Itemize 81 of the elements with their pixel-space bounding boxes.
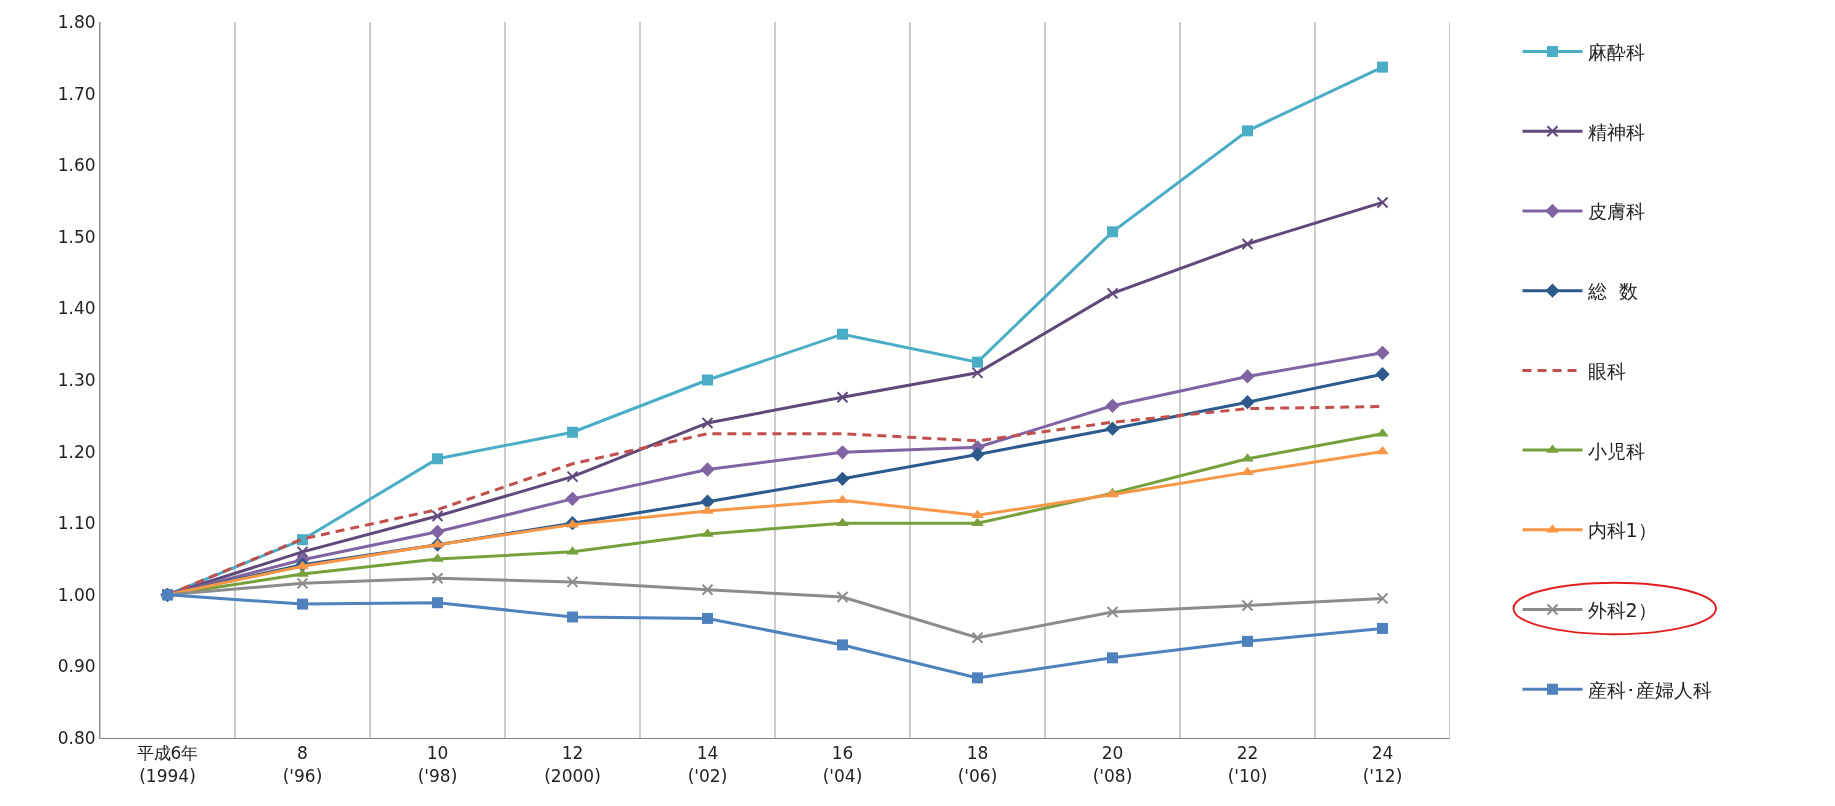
point [836,391,849,404]
legend-label: 眼科 [1587,359,1626,382]
point [700,494,715,509]
point [566,470,579,483]
x-tick-label: 14 ('02) [687,743,728,786]
legend-label: 麻酔科 [1587,41,1645,63]
point [1375,345,1390,360]
legend-label: 小児科 [1587,439,1645,462]
point [1377,61,1388,73]
legend-label: 外科2） [1587,598,1657,621]
y-tick-label: 0.90 [57,656,96,677]
x-tick-label: 平成6年 (1994) [136,743,199,786]
point [1240,369,1255,384]
point [972,672,983,684]
point [835,445,850,460]
point [566,575,579,588]
point [565,491,580,507]
point [296,545,309,558]
x-tick-label: 20 ('08) [1092,743,1133,786]
y-tick-label: 1.20 [57,441,96,462]
point [1105,421,1120,436]
point [837,639,848,651]
point [1242,635,1253,647]
legend-label: 皮膚科 [1587,200,1645,223]
point [702,612,713,624]
point [971,509,984,519]
point [971,631,984,644]
point [430,524,445,539]
point [700,462,715,477]
point [1377,622,1388,634]
point [701,583,714,596]
point [972,356,983,368]
point [701,416,714,429]
point [702,374,713,386]
x-tick-label: 22 ('10) [1227,743,1268,786]
point [1241,599,1254,612]
point [836,494,849,504]
point [1241,466,1254,476]
y-tick-label: 0.80 [57,727,96,748]
point [431,572,444,585]
x-tick-label: 18 ('06) [957,743,998,786]
point [1107,226,1118,238]
point [567,426,578,438]
point [1107,652,1118,664]
x-tick-label: 16 ('04) [822,743,863,786]
point [432,453,443,465]
point [1240,395,1255,410]
y-tick-label: 1.00 [57,584,96,605]
y-tick-label: 1.10 [57,513,96,534]
x-tick-label: 12 (2000) [544,743,601,786]
point [1376,196,1389,209]
y-tick-label: 1.80 [57,11,96,32]
point [1106,287,1119,300]
point [837,328,848,340]
y-tick-label: 1.70 [57,83,96,104]
point [970,447,985,462]
point [296,577,309,590]
y-tick-label: 1.40 [57,298,96,319]
legend-label: 産科･産婦人科 [1587,678,1712,701]
y-tick-label: 1.50 [57,226,96,247]
point [971,366,984,379]
point [835,471,850,486]
x-tick-label: 10 ('98) [417,743,458,786]
point [1241,237,1254,250]
point [432,597,443,609]
y-tick-label: 1.60 [57,155,96,176]
y-tick-label: 1.30 [57,369,96,390]
point [1375,367,1390,382]
point [836,590,849,603]
point [1242,125,1253,137]
x-tick-label: 24 ('12) [1362,743,1403,786]
point [1376,592,1389,605]
point [431,510,444,523]
legend-label: 総 数 [1586,280,1638,303]
point [1105,398,1120,413]
legend-label: 精神科 [1587,120,1645,143]
point [297,598,308,610]
point [567,611,578,623]
legend-label: 内科1） [1587,519,1657,542]
point [1106,605,1119,618]
x-tick-label: 8 ('96) [282,743,323,786]
